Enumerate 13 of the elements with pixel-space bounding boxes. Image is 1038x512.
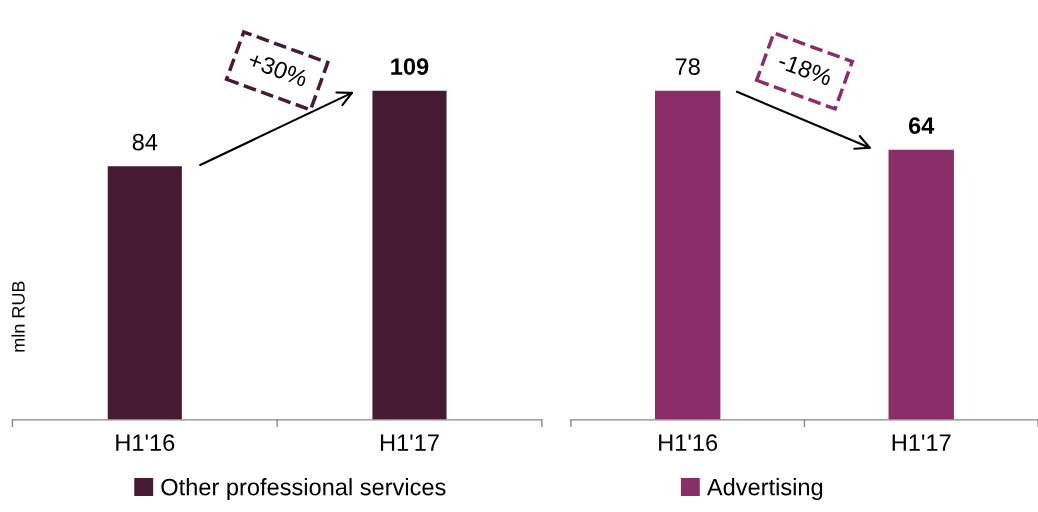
x-tick-label: H1'17 [380,434,439,451]
data-label: 78 [675,58,700,75]
y-axis-title: mln RUB [11,281,25,352]
text: -18% [777,52,834,87]
x-tick-label: H1'17 [892,434,951,451]
text: +30% [247,51,309,88]
x-tick-label: H1'16 [659,434,718,452]
data-label: 84 [132,133,158,151]
data-label: 109 [391,58,429,75]
legend-label: Advertising [706,478,823,501]
x-tick-label: H1'16 [116,434,175,452]
legend-label: Other professional services [161,478,446,501]
data-label: 64 [908,117,935,134]
